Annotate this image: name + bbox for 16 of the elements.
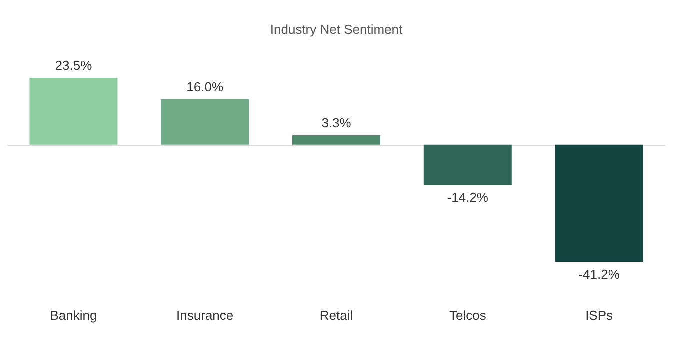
x-tick-label: Retail: [320, 308, 354, 323]
x-tick-label: Telcos: [449, 308, 487, 323]
x-tick-label: ISPs: [586, 308, 614, 323]
data-label: -41.2%: [578, 267, 620, 282]
x-tick-label: Insurance: [176, 308, 234, 323]
chart-title: Industry Net Sentiment: [270, 22, 403, 37]
data-label: 23.5%: [55, 58, 93, 73]
bar: [424, 144, 512, 186]
data-label: 3.3%: [322, 115, 352, 130]
x-tick-label: Banking: [50, 308, 98, 323]
bar: [555, 144, 644, 262]
data-label: -14.2%: [447, 190, 489, 206]
bar: [30, 78, 118, 145]
data-label: 16.0%: [186, 79, 224, 94]
bar: [292, 135, 380, 145]
bar: [161, 99, 250, 145]
